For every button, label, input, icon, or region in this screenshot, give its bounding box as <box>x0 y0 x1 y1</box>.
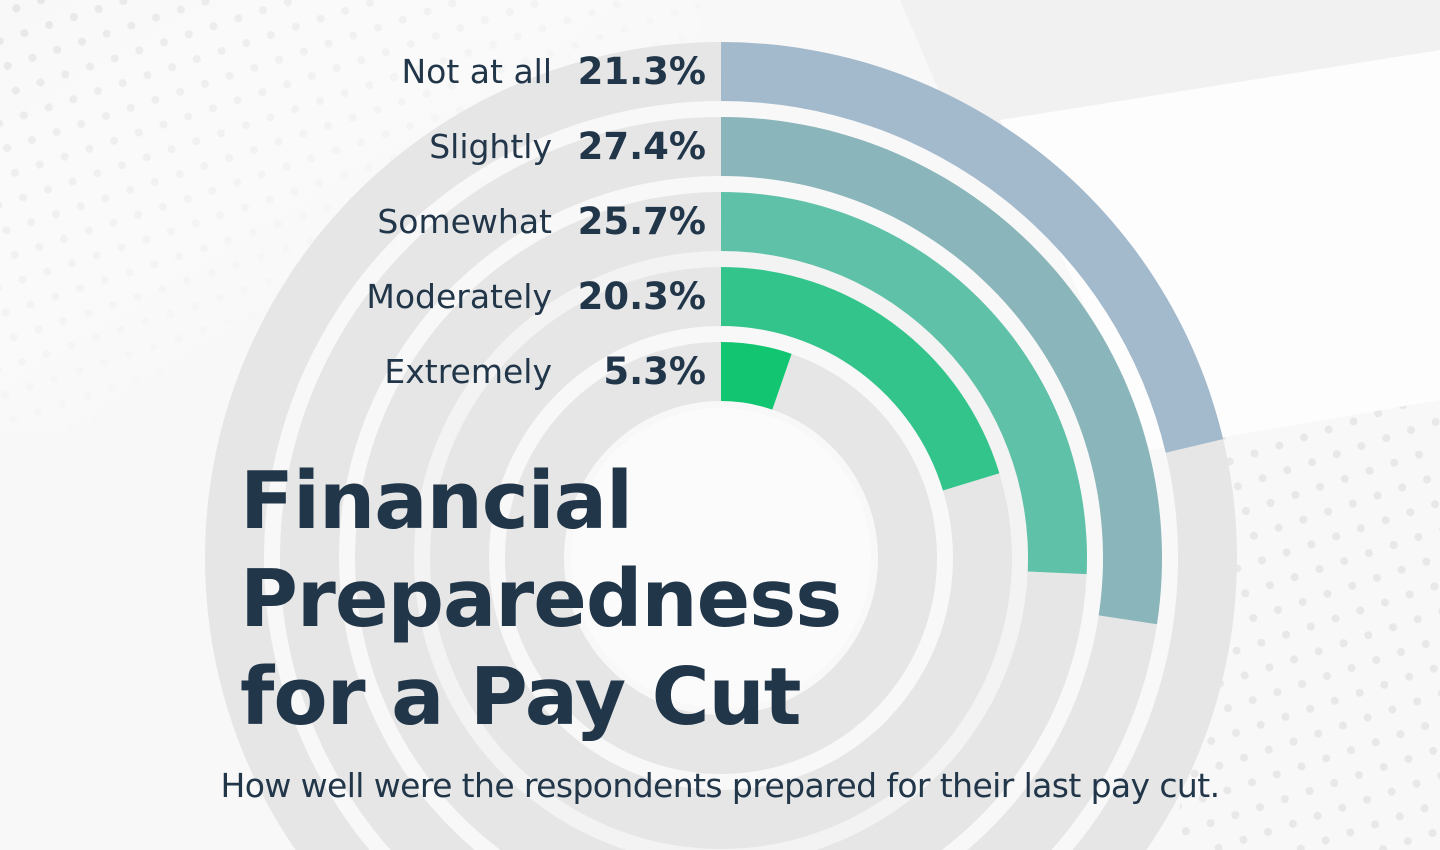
legend-row-extremely: Extremely 5.3% <box>0 334 706 409</box>
legend-label: Not at all <box>401 52 552 91</box>
bar-track <box>280 117 1157 850</box>
title-line-1: Financial <box>240 455 633 547</box>
title-line-2: Preparedness <box>240 553 842 645</box>
legend-row-moderately: Moderately 20.3% <box>0 259 706 334</box>
legend-value: 25.7% <box>577 200 706 243</box>
bar-not-at-all <box>721 42 1224 453</box>
legend-value: 21.3% <box>577 50 706 93</box>
legend-row-slightly: Slightly 27.4% <box>0 109 706 184</box>
legend-value: 20.3% <box>577 275 706 318</box>
bar-track <box>205 42 1237 850</box>
legend-label: Somewhat <box>377 202 552 241</box>
legend-label: Extremely <box>384 352 552 391</box>
legend-row-somewhat: Somewhat 25.7% <box>0 184 706 259</box>
legend-label: Moderately <box>366 277 552 316</box>
chart-title: Financial Preparedness for a Pay Cut <box>240 452 842 746</box>
legend-value: 5.3% <box>603 350 706 393</box>
bar-extremely <box>721 342 792 410</box>
legend-value: 27.4% <box>577 125 706 168</box>
legend-label: Slightly <box>429 127 552 166</box>
bar-moderately <box>721 267 1000 491</box>
chart-subtitle: How well were the respondents prepared f… <box>220 766 1221 805</box>
legend-row-not-at-all: Not at all 21.3% <box>0 34 706 109</box>
bar-somewhat <box>721 192 1087 575</box>
bar-slightly <box>721 117 1162 625</box>
title-line-3: for a Pay Cut <box>240 651 802 743</box>
